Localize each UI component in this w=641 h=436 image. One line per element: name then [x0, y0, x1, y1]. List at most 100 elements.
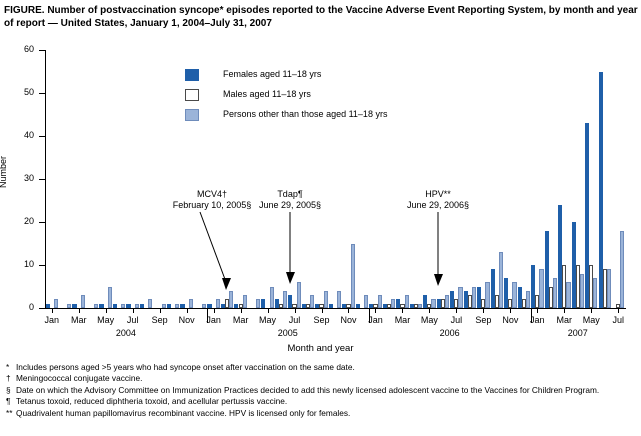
bar: [504, 277, 509, 308]
bar: [166, 303, 172, 308]
y-tick: [39, 136, 45, 137]
footnote-4-text: Tetanus toxoid, reduced diphtheria toxoi…: [16, 396, 288, 407]
x-tick-label: Jan: [368, 315, 383, 325]
bar: [427, 303, 432, 308]
y-tick: [39, 308, 45, 309]
bar: [602, 269, 607, 308]
chart-figure: Number Month and year Females aged 11–18…: [0, 38, 641, 358]
bar: [485, 282, 490, 308]
footnote-3: § Date on which the Advisory Committee o…: [6, 385, 634, 396]
year-label: 2004: [115, 328, 136, 338]
bar: [261, 299, 266, 308]
annotation-mcv4-arrow: [199, 211, 231, 290]
y-tick-label: 20: [23, 216, 34, 226]
year-label: 2007: [567, 328, 588, 338]
y-tick-label: 50: [23, 87, 34, 97]
annotation-hpv: HPV** June 29, 2006§: [398, 189, 478, 211]
footnote-1: * Includes persons aged >5 years who had…: [6, 362, 634, 373]
bar: [234, 303, 239, 308]
bar: [552, 277, 558, 308]
bar: [288, 295, 293, 308]
bar: [112, 303, 118, 308]
y-tick-label: 30: [23, 173, 34, 183]
x-tick: [105, 309, 107, 313]
x-tick-label: Mar: [394, 315, 411, 325]
footnote-3-marker: §: [6, 384, 11, 395]
bar: [535, 295, 540, 308]
bar: [471, 286, 477, 308]
bar: [188, 299, 193, 308]
bar: [53, 299, 58, 308]
annotation-hpv-line1: HPV**: [425, 189, 451, 199]
bar: [548, 286, 553, 308]
bar: [215, 299, 220, 308]
x-tick: [537, 309, 539, 313]
bar: [454, 299, 459, 308]
bar: [207, 303, 212, 308]
annotation-tdap-line2: June 29, 2005§: [258, 200, 322, 210]
bar: [99, 303, 104, 308]
footnote-5: ** Quadrivalent human papillomavirus rec…: [6, 408, 634, 419]
bar: [126, 303, 131, 308]
legend-swatch-males: [185, 89, 199, 101]
figure-title: FIGURE. Number of postvaccination syncop…: [4, 5, 638, 29]
footnote-3-text: Date on which the Advisory Committee on …: [16, 384, 600, 395]
bar: [423, 295, 428, 308]
footnote-2: † Meningococcal conjugate vaccine.: [6, 373, 634, 384]
bar: [220, 303, 225, 308]
annotation-mcv4: MCV4† February 10, 2005§: [167, 189, 257, 211]
x-tick: [294, 309, 296, 313]
y-tick-label: 40: [23, 130, 34, 140]
year-separator-tick: [530, 309, 532, 323]
bar: [620, 230, 625, 308]
bar: [512, 282, 517, 308]
bar: [467, 295, 472, 308]
x-tick-label: May: [97, 315, 115, 325]
x-tick: [429, 309, 431, 313]
x-tick: [375, 309, 377, 313]
bar: [274, 299, 279, 308]
y-tick: [39, 179, 45, 180]
bar: [180, 303, 185, 308]
bar: [531, 265, 536, 308]
bar: [589, 265, 594, 308]
y-tick-label: 10: [23, 259, 34, 269]
annotation-hpv-line2: June 29, 2006§: [406, 200, 470, 210]
x-tick: [402, 309, 404, 313]
bar: [328, 303, 333, 308]
bar: [562, 265, 567, 308]
bar: [364, 295, 369, 308]
bar: [450, 290, 455, 308]
x-tick: [618, 309, 620, 313]
year-separator-tick: [368, 309, 370, 323]
x-tick-label: Jan: [44, 315, 59, 325]
x-tick: [213, 309, 215, 313]
y-axis-line: [45, 50, 46, 309]
footnote-1-text: Includes persons aged >5 years who had s…: [16, 362, 355, 372]
x-tick-label: Sep: [151, 315, 168, 325]
y-tick: [39, 50, 45, 51]
bar: [296, 282, 301, 308]
footnote-4: ¶ Tetanus toxoid, reduced diphtheria tox…: [6, 396, 634, 407]
bar: [67, 303, 72, 308]
annotation-tdap-line1: Tdap¶: [277, 189, 303, 199]
x-tick: [159, 309, 161, 313]
y-tick-label: 0: [28, 302, 34, 312]
bar: [45, 303, 50, 308]
x-tick-label: Jul: [612, 315, 624, 325]
bar: [377, 295, 382, 308]
bar: [494, 295, 499, 308]
bar: [107, 286, 112, 308]
bar: [391, 299, 396, 308]
x-tick-label: Nov: [502, 315, 519, 325]
bar: [269, 286, 274, 308]
bar: [373, 303, 378, 308]
bar: [400, 303, 405, 308]
bar: [72, 303, 77, 308]
x-tick-label: May: [420, 315, 438, 325]
bar: [606, 269, 611, 308]
x-tick-label: Mar: [70, 315, 87, 325]
x-tick: [483, 309, 485, 313]
footnote-5-marker: **: [6, 407, 13, 418]
bar: [539, 269, 544, 308]
